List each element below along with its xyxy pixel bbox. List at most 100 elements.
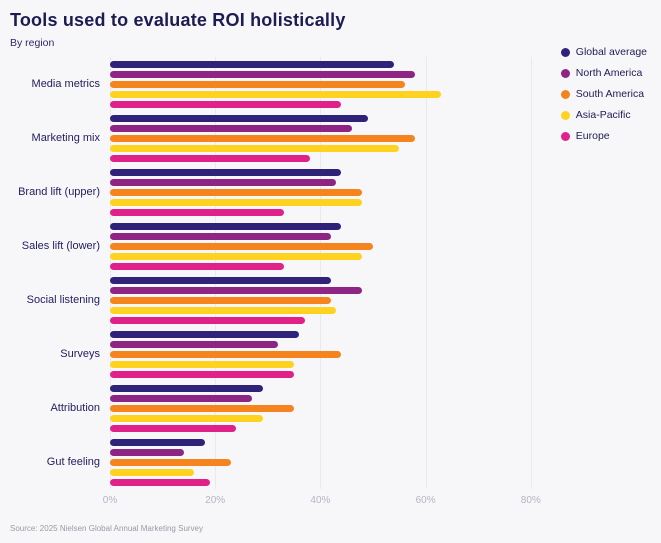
- legend-label: Asia-Pacific: [575, 109, 631, 121]
- bar-asia-pacific: [110, 144, 400, 152]
- bar-north-america: [110, 394, 253, 402]
- page-title: Tools used to evaluate ROI holistically: [10, 10, 346, 30]
- legend: Global average North America South America…: [560, 46, 647, 142]
- bar-north-america: [110, 124, 352, 132]
- bar-north-america: [110, 70, 416, 78]
- category-label: Sales lift (lower): [21, 240, 100, 252]
- chart-row: Social listening: [0, 273, 661, 327]
- bar-north-america: [110, 232, 331, 240]
- legend-item: South America: [560, 88, 647, 100]
- legend-label: Europe: [575, 130, 610, 142]
- bar-europe: [110, 316, 305, 324]
- bar-global-average: [110, 60, 395, 68]
- bar-south-america: [110, 188, 363, 196]
- x-tick-label: 60%: [415, 495, 436, 506]
- legend-item: Europe: [560, 130, 647, 142]
- bar-asia-pacific: [110, 252, 363, 260]
- category-label: Gut feeling: [46, 456, 100, 468]
- category-label: Media metrics: [31, 78, 100, 90]
- bar-asia-pacific: [110, 360, 295, 368]
- bar-global-average: [110, 384, 263, 392]
- legend-item: Global average: [560, 46, 647, 58]
- bar-group: [110, 276, 636, 324]
- bar-global-average: [110, 438, 205, 446]
- bar-south-america: [110, 134, 416, 142]
- bar-south-america: [110, 350, 342, 358]
- legend-dot: [560, 68, 570, 78]
- gridline: [530, 57, 532, 489]
- legend-dot: [560, 47, 570, 57]
- bar-north-america: [110, 178, 337, 186]
- page-subtitle: By region: [10, 37, 55, 49]
- legend-label: South America: [575, 88, 645, 100]
- bar-south-america: [110, 404, 295, 412]
- bar-south-america: [110, 296, 331, 304]
- category-label: Social listening: [26, 294, 100, 306]
- bar-north-america: [110, 448, 184, 456]
- chart-row: Marketing mix: [0, 111, 661, 165]
- bar-europe: [110, 154, 310, 162]
- x-tick-label: 20%: [205, 495, 226, 506]
- chart-header: Tools used to evaluate ROI holistically …: [0, 0, 661, 49]
- legend-label: Global average: [575, 46, 647, 58]
- bar-europe: [110, 424, 237, 432]
- bar-asia-pacific: [110, 90, 442, 98]
- chart-row: Gut feeling: [0, 435, 661, 489]
- bar-asia-pacific: [110, 414, 263, 422]
- gridlines: [110, 57, 636, 489]
- bar-group: [110, 60, 636, 108]
- category-label: Surveys: [60, 348, 100, 360]
- legend-item: Asia-Pacific: [560, 109, 647, 121]
- category-label: Brand lift (upper): [18, 186, 100, 198]
- legend-dot: [560, 110, 570, 120]
- bar-global-average: [110, 168, 342, 176]
- bar-europe: [110, 370, 295, 378]
- source-note: Source: 2025 Nielsen Global Annual Marke…: [10, 524, 203, 533]
- legend-dot: [560, 131, 570, 141]
- bar-europe: [110, 262, 284, 270]
- bar-asia-pacific: [110, 468, 195, 476]
- bar-global-average: [110, 330, 300, 338]
- chart-row: Surveys: [0, 327, 661, 381]
- chart-row: Brand lift (upper): [0, 165, 661, 219]
- category-label: Attribution: [50, 402, 100, 414]
- plot-area: Media metrics Marketing mix Brand lift (up…: [0, 57, 661, 489]
- x-axis: 0% 20% 40% 60% 80%: [103, 495, 636, 511]
- bar-south-america: [110, 458, 231, 466]
- chart-row: Attribution: [0, 381, 661, 435]
- legend-label: North America: [575, 67, 643, 79]
- category-label: Marketing mix: [31, 132, 100, 144]
- gridline: [320, 57, 322, 489]
- legend-item: North America: [560, 67, 647, 79]
- bar-group: [110, 438, 636, 486]
- bar-south-america: [110, 80, 405, 88]
- x-tick-label: 40%: [310, 495, 331, 506]
- bar-global-average: [110, 276, 331, 284]
- bar-group: [110, 114, 636, 162]
- bar-group: [110, 168, 636, 216]
- x-tick-label: 0%: [102, 495, 118, 506]
- bar-global-average: [110, 222, 342, 230]
- bar-europe: [110, 208, 284, 216]
- bar-europe: [110, 478, 210, 486]
- legend-dot: [560, 89, 570, 99]
- chart-row: Sales lift (lower): [0, 219, 661, 273]
- bar-group: [110, 384, 636, 432]
- chart-row: Media metrics: [0, 57, 661, 111]
- bar-north-america: [110, 286, 363, 294]
- bar-group: [110, 330, 636, 378]
- gridline: [110, 57, 111, 489]
- chart-rows: Media metrics Marketing mix Brand lift (up…: [0, 57, 661, 489]
- chart: Media metrics Marketing mix Brand lift (up…: [0, 57, 661, 511]
- bar-global-average: [110, 114, 368, 122]
- bar-europe: [110, 100, 342, 108]
- bar-group: [110, 222, 636, 270]
- gridline: [215, 57, 217, 489]
- bar-asia-pacific: [110, 198, 363, 206]
- bar-north-america: [110, 340, 279, 348]
- bar-south-america: [110, 242, 373, 250]
- bar-asia-pacific: [110, 306, 337, 314]
- gridline: [425, 57, 427, 489]
- x-tick-label: 80%: [520, 495, 541, 506]
